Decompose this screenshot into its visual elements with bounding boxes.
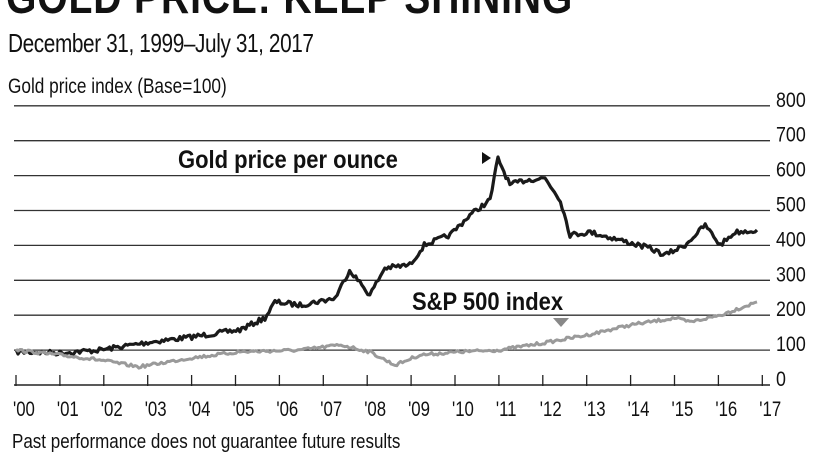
x-tick-label: '15 (672, 398, 694, 421)
gold-price-annotation: Gold price per ounce (178, 146, 398, 174)
x-tick-label: '02 (101, 398, 123, 421)
x-tick-label: '12 (540, 398, 562, 421)
x-tick-label: '09 (408, 398, 430, 421)
y-tick-label: 100 (776, 333, 806, 357)
footnote: Past performance does not guarantee futu… (12, 431, 401, 453)
x-tick-label: '10 (452, 398, 474, 421)
y-tick-label: 700 (776, 123, 806, 147)
x-tick-label: '04 (189, 398, 211, 421)
x-tick-label: '01 (57, 398, 79, 421)
x-tick-label: '06 (276, 398, 298, 421)
x-tick-label: '07 (320, 398, 342, 421)
down-triangle-icon (553, 318, 569, 327)
y-tick-label: 500 (776, 193, 806, 217)
sp500-annotation: S&P 500 index (412, 288, 563, 316)
x-tick-label: '03 (145, 398, 167, 421)
x-tick-label: '14 (628, 398, 650, 421)
chart-title: GOLD PRICE: KEEP SHINING (6, 0, 573, 24)
x-tick-label: '17 (759, 398, 781, 421)
x-tick-label: '05 (233, 398, 255, 421)
x-tick-label: '08 (364, 398, 386, 421)
x-tick-label: '16 (715, 398, 737, 421)
sp500-line (14, 300, 758, 370)
y-tick-label: 400 (776, 228, 806, 252)
x-tick-label: '13 (584, 398, 606, 421)
y-axis-label: Gold price index (Base=100) (8, 75, 227, 98)
x-tick-label: '11 (496, 398, 517, 421)
y-tick-label: 200 (776, 298, 806, 322)
x-tick-label: '00 (13, 398, 35, 421)
y-tick-label: 0 (776, 368, 786, 392)
y-tick-label: 800 (776, 88, 806, 112)
right-triangle-icon (482, 152, 491, 164)
chart-subtitle: December 31, 1999–July 31, 2017 (8, 28, 314, 58)
y-tick-label: 300 (776, 263, 806, 287)
y-tick-label: 600 (776, 158, 806, 182)
gold-price-line (14, 155, 759, 357)
